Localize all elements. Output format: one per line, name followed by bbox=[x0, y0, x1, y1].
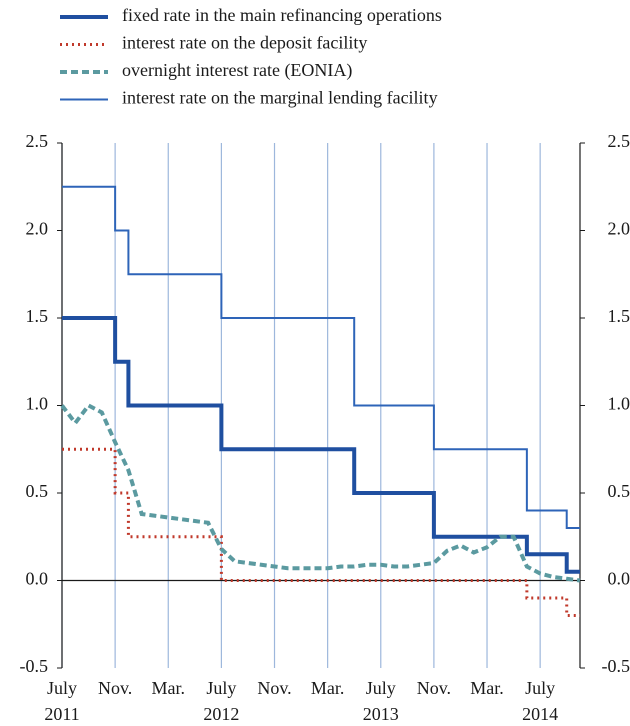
legend-label: overnight interest rate (EONIA) bbox=[122, 60, 352, 81]
y-tick-label: 2.0 bbox=[26, 219, 49, 239]
series-line bbox=[60, 402, 581, 583]
x-year-label: 2011 bbox=[44, 704, 79, 724]
x-tick-label: July bbox=[206, 678, 236, 698]
y-tick-label: 1.0 bbox=[26, 394, 49, 414]
y2-tick-label: 2.0 bbox=[608, 219, 630, 239]
series-line bbox=[62, 185, 580, 529]
x-tick-label: Nov. bbox=[417, 678, 451, 698]
x-tick-label: Mar. bbox=[152, 678, 186, 698]
x-tick-label: Nov. bbox=[98, 678, 132, 698]
y2-tick-label: 1.0 bbox=[608, 394, 630, 414]
y-tick-label: 1.5 bbox=[26, 306, 49, 326]
y2-tick-label: 2.5 bbox=[608, 131, 630, 151]
x-tick-label: Mar. bbox=[470, 678, 504, 698]
y-tick-label: -0.5 bbox=[20, 656, 49, 676]
series-line bbox=[62, 316, 580, 574]
x-tick-label: Mar. bbox=[311, 678, 345, 698]
x-tick-label: Nov. bbox=[257, 678, 291, 698]
y2-tick-label: -0.5 bbox=[602, 656, 630, 676]
x-tick-label: July bbox=[366, 678, 396, 698]
x-year-label: 2014 bbox=[522, 704, 558, 724]
x-tick-label: July bbox=[47, 678, 77, 698]
y2-tick-label: 1.5 bbox=[608, 306, 630, 326]
x-year-label: 2013 bbox=[363, 704, 399, 724]
series-line bbox=[62, 447, 580, 617]
y-tick-label: 0.0 bbox=[26, 569, 49, 589]
legend-label: fixed rate in the main refinancing opera… bbox=[122, 5, 442, 25]
y-tick-label: 0.5 bbox=[26, 481, 49, 501]
y2-tick-label: 0.5 bbox=[608, 481, 630, 501]
y-tick-label: 2.5 bbox=[26, 131, 49, 151]
legend-label: interest rate on the marginal lending fa… bbox=[122, 88, 438, 108]
x-year-label: 2012 bbox=[203, 704, 239, 724]
y2-tick-label: 0.0 bbox=[608, 569, 630, 589]
x-tick-label: July bbox=[525, 678, 555, 698]
legend-label: interest rate on the deposit facility bbox=[122, 33, 367, 53]
